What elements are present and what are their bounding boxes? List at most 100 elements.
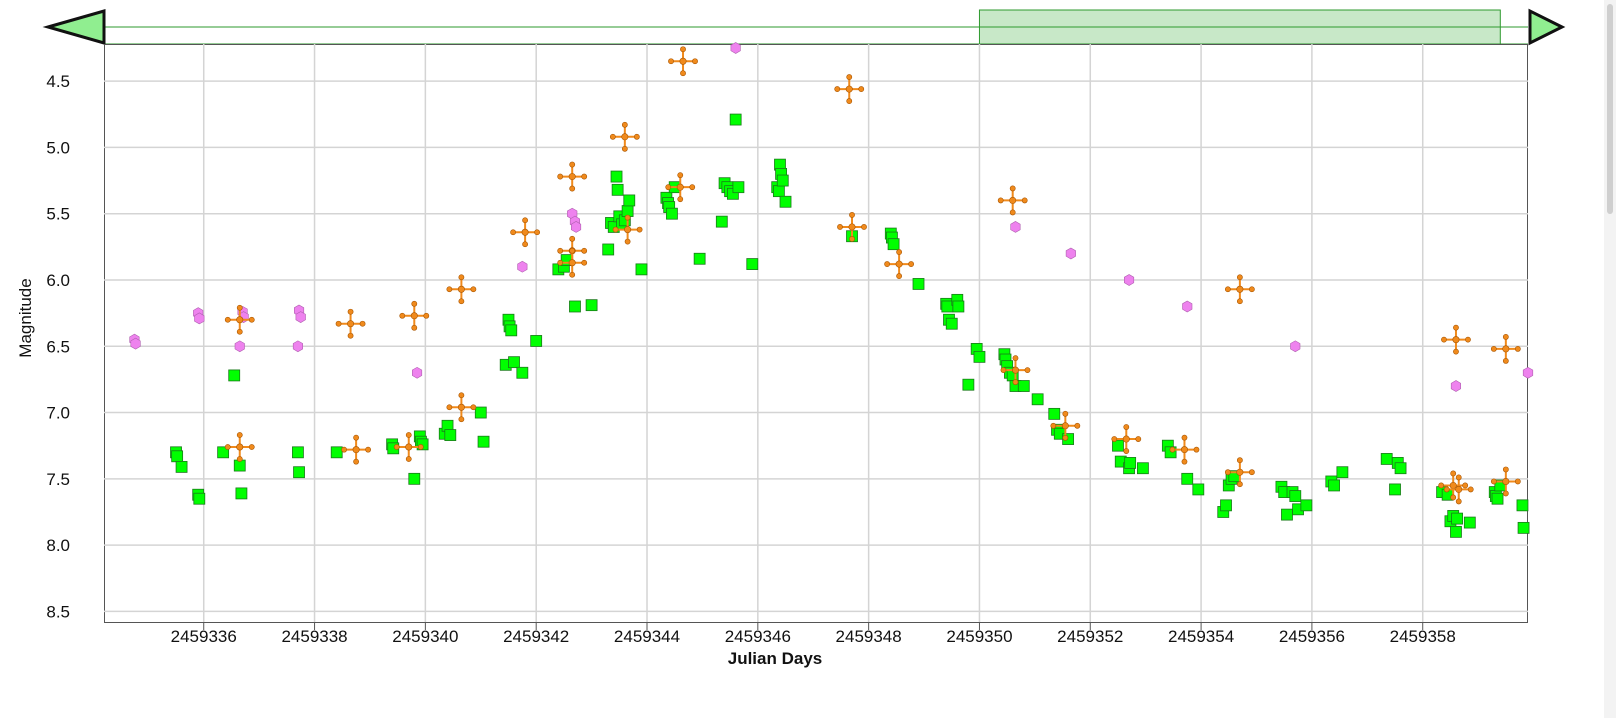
green-square-point — [530, 335, 543, 347]
x-tick-label: 2459350 — [946, 627, 1012, 646]
violet-hexagon-point — [295, 311, 306, 323]
x-tick-label: 2459354 — [1168, 627, 1234, 646]
x-axis-title: Julian Days — [728, 649, 823, 668]
green-square-point — [602, 243, 615, 256]
plot-area — [104, 44, 1528, 623]
green-square-point — [516, 366, 529, 379]
green-square-point — [610, 170, 623, 183]
scrollbar-thumb[interactable] — [1607, 4, 1613, 214]
green-square-point — [1450, 525, 1462, 538]
x-tick-label: 2459346 — [725, 627, 791, 646]
orange-cross-point — [1050, 410, 1081, 441]
violet-hexagon-point — [570, 221, 582, 233]
green-square-point — [228, 369, 241, 382]
violet-hexagon-point — [1450, 380, 1461, 392]
green-square-point — [611, 183, 624, 196]
orange-cross-point — [1224, 457, 1255, 488]
x-tick-label: 2459344 — [614, 627, 680, 646]
green-square-point — [508, 356, 520, 369]
green-square-point — [293, 466, 305, 479]
orange-cross-point — [446, 392, 477, 423]
green-square-point — [217, 446, 230, 459]
triangle-left-icon[interactable] — [42, 9, 106, 45]
green-square-point — [292, 446, 304, 459]
orange-cross-point — [1000, 355, 1031, 386]
y-tick-label: 6.0 — [46, 271, 70, 290]
green-square-point — [408, 472, 421, 485]
green-square-point — [477, 435, 490, 448]
page-scrollbar[interactable] — [1604, 0, 1616, 718]
green-square-point — [1491, 492, 1504, 505]
green-square-point — [505, 324, 518, 337]
violet-hexagon-point — [1124, 274, 1135, 286]
x-axis: 2459336 2459338 2459340 2459342 2459344 24593… — [171, 622, 1456, 646]
y-axis-title: Magnitude — [16, 278, 35, 357]
green-square-point — [1164, 446, 1177, 459]
orange-cross-point — [1111, 424, 1142, 454]
green-square-point — [1181, 472, 1194, 485]
orange-cross-point — [834, 74, 865, 104]
green-square-point — [1389, 483, 1401, 496]
orange-cross-point — [665, 172, 696, 203]
green-square-point — [1451, 512, 1463, 525]
green-square-point — [1124, 457, 1137, 469]
violet-hexagon-point — [517, 260, 528, 273]
orange-cross-point — [510, 217, 541, 248]
green-square-point — [1289, 490, 1302, 502]
green-square-point — [1463, 516, 1476, 529]
green-square-point — [693, 252, 706, 265]
green-square-point — [776, 174, 789, 187]
violet-hexagon-point — [1010, 221, 1021, 233]
orange-cross-point — [837, 212, 867, 242]
green-square-point — [1031, 393, 1044, 406]
orange-cross-point — [612, 214, 643, 245]
green-square-point — [779, 195, 792, 208]
orange-cross-point — [1443, 474, 1474, 505]
green-square-point — [585, 299, 598, 312]
violet-hexagon-point — [1182, 300, 1193, 313]
orange-cross-point — [557, 161, 588, 192]
x-tick-label: 2459336 — [171, 627, 237, 646]
green-square-point — [175, 460, 188, 473]
x-tick-label: 2459340 — [392, 627, 458, 646]
y-tick-label: 8.0 — [46, 536, 70, 555]
x-tick-label: 2459352 — [1057, 627, 1123, 646]
orange-cross-point — [668, 46, 698, 77]
green-square-point — [941, 300, 954, 313]
triangle-right-icon[interactable] — [1528, 8, 1566, 46]
green-square-point — [193, 492, 206, 505]
y-tick-label: 5.0 — [46, 138, 70, 157]
green-square-point — [1112, 439, 1124, 452]
green-square-point — [1192, 483, 1205, 496]
green-square-point — [416, 438, 429, 451]
y-axis: 4.5 5.0 5.5 6.0 6.5 7.0 7.5 8.0 8.5 — [46, 72, 70, 621]
y-tick-label: 6.5 — [46, 337, 70, 356]
green-square-point — [746, 258, 759, 270]
green-square-point — [1048, 407, 1061, 420]
orange-cross-point — [224, 304, 255, 335]
violet-hexagon-point — [234, 340, 245, 353]
orange-cross-point — [884, 249, 915, 279]
green-square-point — [887, 238, 900, 251]
y-tick-label: 7.0 — [46, 404, 70, 423]
green-square-point — [444, 429, 457, 441]
y-tick-label: 8.5 — [46, 602, 70, 621]
y-tick-label: 4.5 — [46, 72, 70, 91]
green-square-point — [715, 215, 728, 228]
green-square-point — [1300, 499, 1313, 512]
x-tick-label: 2459358 — [1390, 627, 1456, 646]
orange-cross-point — [335, 308, 366, 339]
orange-cross-point — [1438, 470, 1469, 501]
green-square-point — [912, 278, 925, 290]
green-square-point — [474, 406, 487, 419]
orange-cross-point — [609, 121, 640, 152]
green-square-point — [623, 194, 636, 207]
range-navigator[interactable] — [42, 8, 1566, 46]
green-square-point — [171, 450, 184, 463]
orange-cross-point — [393, 432, 424, 462]
green-square-point — [1516, 499, 1529, 512]
orange-cross-point — [1169, 434, 1200, 465]
x-tick-label: 2459342 — [503, 627, 569, 646]
orange-cross-point — [1490, 466, 1521, 497]
